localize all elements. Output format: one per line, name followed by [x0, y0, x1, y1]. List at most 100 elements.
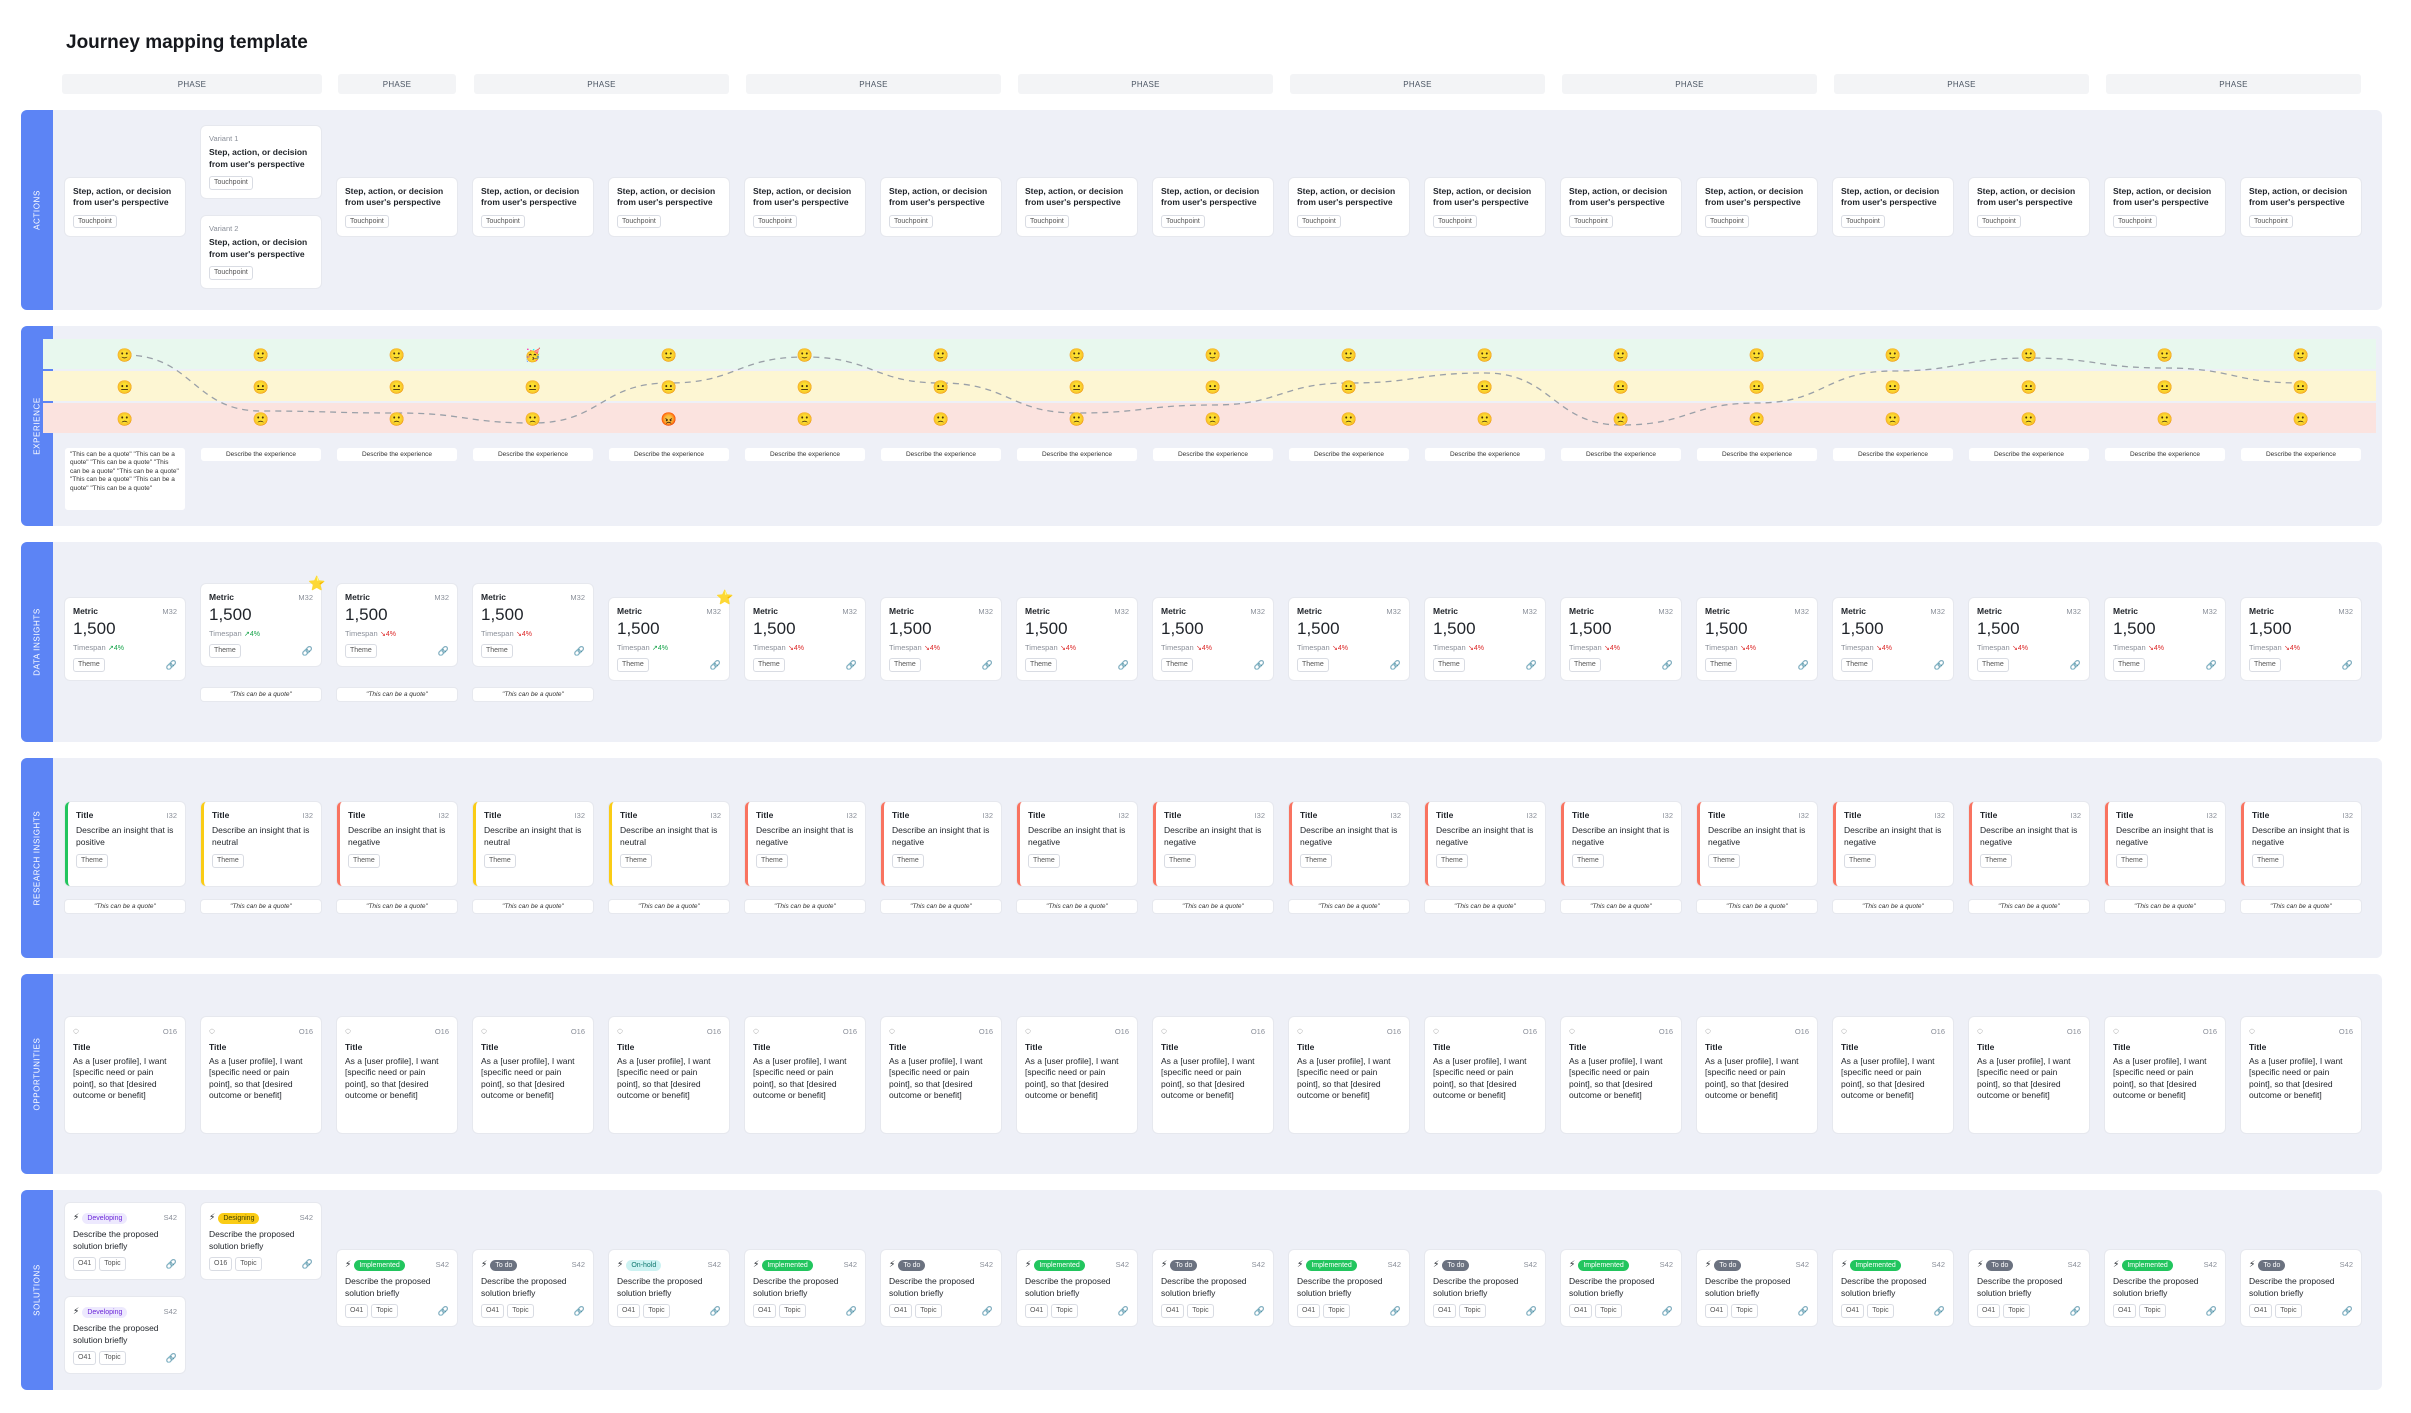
emoji-happy[interactable]: 🙂: [1476, 347, 1494, 363]
insight-quote[interactable]: "This can be a quote": [1289, 900, 1409, 913]
link-icon[interactable]: 🔗: [1525, 1306, 1537, 1317]
theme-tag[interactable]: Theme: [756, 854, 788, 868]
insight-quote[interactable]: "This can be a quote": [1153, 900, 1273, 913]
link-icon[interactable]: 🔗: [709, 659, 721, 670]
research-insight-card[interactable]: Title I32 Describe an insight that is neg…: [1425, 802, 1545, 886]
emoji-happy[interactable]: 🙂: [1612, 347, 1630, 363]
insight-quote[interactable]: "This can be a quote": [201, 900, 321, 913]
emoji-neutral[interactable]: 😐: [932, 379, 950, 395]
phase-header[interactable]: PHASE: [1018, 74, 1273, 94]
opportunity-tag[interactable]: O41: [2113, 1304, 2137, 1318]
theme-tag[interactable]: Theme: [76, 854, 108, 868]
theme-tag[interactable]: Theme: [1841, 658, 1873, 672]
solution-card[interactable]: ⚡︎ Developing S42 Describe the proposed so…: [65, 1297, 185, 1373]
research-insight-card[interactable]: Title I32 Describe an insight that is neg…: [1833, 802, 1953, 886]
emoji-sad[interactable]: 🙁: [2292, 411, 2310, 427]
metric-card[interactable]: Metric M32 1,500 Timespan ↘4% Theme 🔗: [473, 584, 593, 666]
opportunity-tag[interactable]: O41: [345, 1304, 369, 1318]
insight-quote[interactable]: "This can be a quote": [1697, 900, 1817, 913]
insight-quote[interactable]: "This can be a quote": [881, 900, 1001, 913]
emoji-neutral[interactable]: 😐: [1748, 379, 1766, 395]
action-card[interactable]: Step, action, or decision from user's pe…: [65, 178, 185, 237]
action-card[interactable]: Variant 1 Step, action, or decision from…: [201, 126, 321, 198]
theme-tag[interactable]: Theme: [1569, 658, 1601, 672]
opportunity-card[interactable]: ◌ O16 Title As a [user profile], I want […: [201, 1017, 321, 1133]
action-card[interactable]: Step, action, or decision from user's pe…: [1153, 178, 1273, 237]
opportunity-tag[interactable]: O41: [1977, 1304, 2001, 1318]
opportunity-card[interactable]: ◌ O16 Title As a [user profile], I want […: [1153, 1017, 1273, 1133]
link-icon[interactable]: 🔗: [1117, 1306, 1129, 1317]
research-insight-card[interactable]: Title I32 Describe an insight that is pos…: [65, 802, 185, 886]
emoji-sad[interactable]: 🙁: [1884, 411, 1902, 427]
metric-card[interactable]: Metric M32 1,500 Timespan ↗4% Theme 🔗: [201, 584, 321, 666]
solution-card[interactable]: ⚡︎ To do S42 Describe the proposed solutio…: [1425, 1250, 1545, 1326]
data-quote[interactable]: "This can be a quote": [201, 688, 321, 701]
emoji-happy[interactable]: 🙂: [2020, 347, 2038, 363]
emoji-happy[interactable]: 🙂: [1340, 347, 1358, 363]
emoji-sad[interactable]: 🙁: [524, 411, 542, 427]
insight-quote[interactable]: "This can be a quote": [2241, 900, 2361, 913]
status-badge[interactable]: Developing: [82, 1213, 128, 1225]
experience-description[interactable]: Describe the experience: [1833, 448, 1953, 461]
status-badge[interactable]: Implemented: [1034, 1260, 1085, 1272]
experience-description[interactable]: Describe the experience: [1017, 448, 1137, 461]
research-insight-card[interactable]: Title I32 Describe an insight that is neg…: [1017, 802, 1137, 886]
solution-card[interactable]: ⚡︎ Implemented S42 Describe the proposed s…: [337, 1250, 457, 1326]
phase-header[interactable]: PHASE: [2106, 74, 2361, 94]
opportunity-card[interactable]: ◌ O16 Title As a [user profile], I want […: [1289, 1017, 1409, 1133]
experience-description[interactable]: Describe the experience: [1561, 448, 1681, 461]
solution-card[interactable]: ⚡︎ Developing S42 Describe the proposed so…: [65, 1203, 185, 1279]
theme-tag[interactable]: Theme: [481, 644, 513, 658]
insight-quote[interactable]: "This can be a quote": [1833, 900, 1953, 913]
touchpoint-tag[interactable]: Touchpoint: [2113, 214, 2157, 229]
emoji-happy[interactable]: 🙂: [2156, 347, 2174, 363]
metric-card[interactable]: Metric M32 1,500 Timespan ↘4% Theme 🔗: [881, 598, 1001, 680]
experience-description[interactable]: Describe the experience: [2105, 448, 2225, 461]
link-icon[interactable]: 🔗: [301, 1259, 313, 1270]
action-card[interactable]: Step, action, or decision from user's pe…: [1697, 178, 1817, 237]
link-icon[interactable]: 🔗: [301, 645, 313, 656]
touchpoint-tag[interactable]: Touchpoint: [1977, 214, 2021, 229]
theme-tag[interactable]: Theme: [2249, 658, 2281, 672]
status-badge[interactable]: Designing: [218, 1213, 260, 1225]
touchpoint-tag[interactable]: Touchpoint: [2249, 214, 2293, 229]
touchpoint-tag[interactable]: Touchpoint: [481, 214, 525, 229]
emoji-neutral[interactable]: 😐: [252, 379, 270, 395]
solution-card[interactable]: ⚡︎ Implemented S42 Describe the proposed s…: [1017, 1250, 1137, 1326]
touchpoint-tag[interactable]: Touchpoint: [1841, 214, 1885, 229]
topic-tag[interactable]: Topic: [2139, 1304, 2166, 1318]
experience-description[interactable]: Describe the experience: [1697, 448, 1817, 461]
phase-header[interactable]: PHASE: [1562, 74, 1817, 94]
emoji-sad[interactable]: 🙁: [1612, 411, 1630, 427]
phase-header[interactable]: PHASE: [1290, 74, 1545, 94]
link-icon[interactable]: 🔗: [1661, 659, 1673, 670]
insight-quote[interactable]: "This can be a quote": [1561, 900, 1681, 913]
insight-quote[interactable]: "This can be a quote": [609, 900, 729, 913]
link-icon[interactable]: 🔗: [437, 1306, 449, 1317]
topic-tag[interactable]: Topic: [507, 1304, 534, 1318]
link-icon[interactable]: 🔗: [1525, 659, 1537, 670]
status-badge[interactable]: To do: [2258, 1260, 2286, 1272]
theme-tag[interactable]: Theme: [617, 658, 649, 672]
insight-quote[interactable]: "This can be a quote": [2105, 900, 2225, 913]
research-insight-card[interactable]: Title I32 Describe an insight that is neg…: [1289, 802, 1409, 886]
theme-tag[interactable]: Theme: [1844, 854, 1876, 868]
emoji-neutral[interactable]: 😐: [2156, 379, 2174, 395]
solution-card[interactable]: ⚡︎ Implemented S42 Describe the proposed s…: [1833, 1250, 1953, 1326]
research-insight-card[interactable]: Title I32 Describe an insight that is neg…: [1969, 802, 2089, 886]
insight-quote[interactable]: "This can be a quote": [473, 900, 593, 913]
experience-description[interactable]: Describe the experience: [745, 448, 865, 461]
solution-card[interactable]: ⚡︎ Implemented S42 Describe the proposed s…: [1561, 1250, 1681, 1326]
status-badge[interactable]: Implemented: [1306, 1260, 1357, 1272]
opportunity-card[interactable]: ◌ O16 Title As a [user profile], I want […: [1833, 1017, 1953, 1133]
opportunity-card[interactable]: ◌ O16 Title As a [user profile], I want […: [337, 1017, 457, 1133]
theme-tag[interactable]: Theme: [892, 854, 924, 868]
emoji-neutral[interactable]: 😐: [1068, 379, 1086, 395]
opportunity-tag[interactable]: O41: [73, 1351, 97, 1365]
emoji-neutral[interactable]: 😐: [2020, 379, 2038, 395]
theme-tag[interactable]: Theme: [209, 644, 241, 658]
opportunity-tag[interactable]: O41: [1297, 1304, 1321, 1318]
research-insight-card[interactable]: Title I32 Describe an insight that is neg…: [881, 802, 1001, 886]
emoji-sad[interactable]: 🙁: [388, 411, 406, 427]
emoji-neutral[interactable]: 😐: [1204, 379, 1222, 395]
